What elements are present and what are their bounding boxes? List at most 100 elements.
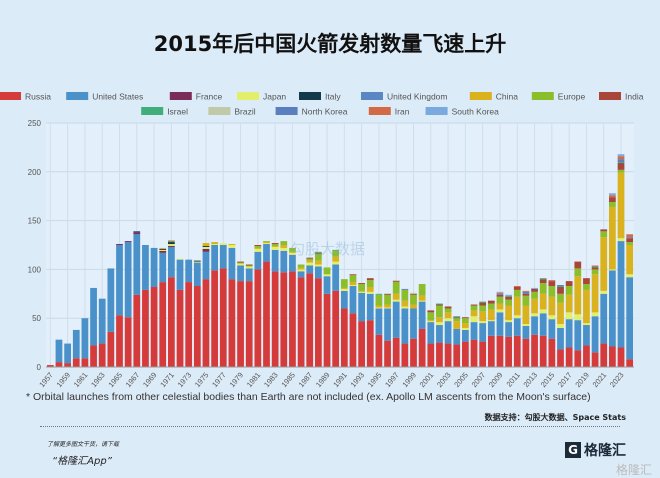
- bar-india-2014: [539, 279, 547, 284]
- bar-russia-2001: [427, 343, 435, 367]
- bar-israel-1995: [375, 293, 383, 295]
- bar-united-states-1967: [133, 234, 141, 295]
- bar-europe-2007: [479, 305, 487, 312]
- bar-japan-2017: [565, 312, 573, 320]
- bar-japan-1990: [332, 261, 340, 265]
- bar-india-1997: [392, 281, 400, 283]
- bar-europe-2022: [609, 202, 616, 207]
- chart-footnote: * Orbital launches from other celestial …: [26, 391, 591, 403]
- bar-iran-2012: [522, 290, 530, 292]
- legend-label-japan: Japan: [263, 92, 286, 102]
- bar-russia-1980: [245, 281, 253, 367]
- bar-europe-2017: [565, 285, 573, 295]
- x-tick-label: 2013: [521, 371, 539, 390]
- promo-text: 了解更多图文干货，请下载: [47, 441, 120, 448]
- legend-swatch-china: [469, 92, 492, 100]
- x-tick-label: 1977: [210, 371, 228, 390]
- bar-united-states-1965: [116, 245, 123, 316]
- bar-russia-1989: [323, 293, 331, 367]
- bar-europe-1980: [245, 265, 253, 267]
- legend-label-india: India: [625, 92, 644, 102]
- bar-united-states-2000: [418, 301, 426, 329]
- bar-russia-1968: [142, 289, 149, 367]
- bar-united-states-1962: [90, 287, 97, 346]
- bar-iran-2022: [609, 195, 616, 198]
- bar-europe-2006: [470, 305, 478, 311]
- legend-swatch-united-states: [66, 92, 89, 100]
- bar-united-states-1982: [263, 244, 270, 262]
- y-tick-label: 200: [28, 168, 42, 177]
- bar-japan-1985: [289, 252, 296, 255]
- bar-united-states-2021: [600, 293, 608, 344]
- bar-russia-2024: [626, 359, 634, 367]
- bar-united-kingdom-1971: [168, 241, 175, 243]
- bar-europe-1984: [280, 241, 288, 245]
- bar-italy-1975: [202, 245, 210, 247]
- bar-india-2001: [427, 310, 435, 313]
- legend-swatch-japan: [237, 92, 259, 100]
- bar-iran-2020: [591, 265, 599, 267]
- bar-russia-1964: [107, 331, 115, 367]
- bar-russia-2005: [462, 341, 469, 367]
- x-tick-label: 1979: [227, 371, 245, 390]
- bar-united-states-1974: [193, 262, 201, 286]
- bar-india-1981: [254, 245, 262, 246]
- bar-japan-2012: [522, 324, 530, 327]
- x-tick-label: 1999: [400, 371, 418, 390]
- bar-russia-1957: [46, 365, 54, 367]
- bar-united-states-1980: [245, 268, 253, 282]
- bar-united-states-1989: [323, 276, 331, 294]
- bar-india-1983: [271, 243, 279, 245]
- x-tick-label: 2011: [505, 371, 522, 389]
- bar-russia-1981: [254, 269, 262, 367]
- bar-japan-1971: [168, 244, 175, 246]
- bar-japan-1970: [159, 249, 167, 251]
- x-tick-label: 1995: [366, 371, 384, 390]
- bar-china-2001: [427, 320, 435, 322]
- legend-swatch-iran: [368, 107, 391, 115]
- x-tick-label: 1957: [37, 371, 55, 390]
- bar-japan-1982: [263, 243, 270, 245]
- bar-north-korea-1998: [401, 288, 409, 290]
- bar-india-2019: [583, 278, 590, 285]
- bar-japan-2014: [539, 309, 547, 314]
- legend-swatch-south-korea: [425, 107, 448, 115]
- bar-united-states-1979: [237, 265, 244, 282]
- bar-europe-1998: [401, 289, 409, 301]
- bar-europe-1996: [384, 294, 391, 305]
- bar-iran-2011: [513, 285, 521, 287]
- bar-russia-2011: [513, 335, 521, 367]
- bar-europe-1986: [297, 264, 305, 268]
- x-tick-label: 2001: [418, 371, 436, 390]
- bar-israel-1988: [315, 251, 322, 253]
- bar-europe-1988: [315, 253, 322, 261]
- bar-russia-2018: [574, 350, 582, 367]
- legend-label-italy: Italy: [325, 92, 341, 102]
- bar-japan-1997: [392, 299, 400, 302]
- bar-israel-2002: [436, 303, 443, 305]
- bar-india-2007: [479, 302, 487, 306]
- bar-japan-2008: [487, 320, 495, 322]
- bar-china-2008: [487, 309, 495, 321]
- bar-united-states-1992: [349, 285, 357, 314]
- bar-china-1991: [340, 287, 348, 289]
- bar-russia-2007: [479, 341, 487, 367]
- x-tick-label: 2015: [539, 371, 557, 390]
- bar-china-2018: [574, 276, 582, 315]
- bar-india-2013: [531, 288, 538, 292]
- bar-china-1987: [306, 260, 314, 263]
- bar-japan-1993: [358, 291, 365, 293]
- bar-united-states-1985: [289, 254, 296, 272]
- bar-japan-2005: [462, 327, 469, 330]
- bar-russia-1985: [289, 271, 296, 367]
- bar-russia-2004: [453, 344, 461, 367]
- legend-label-united-kingdom: United Kingdom: [387, 92, 447, 102]
- x-tick-label: 1963: [89, 371, 107, 390]
- bar-china-2006: [470, 310, 478, 317]
- bar-united-states-2009: [496, 312, 504, 336]
- bar-israel-2023: [617, 162, 625, 164]
- bar-russia-1994: [366, 320, 374, 367]
- bar-china-2021: [600, 237, 608, 291]
- bar-japan-1979: [237, 263, 244, 266]
